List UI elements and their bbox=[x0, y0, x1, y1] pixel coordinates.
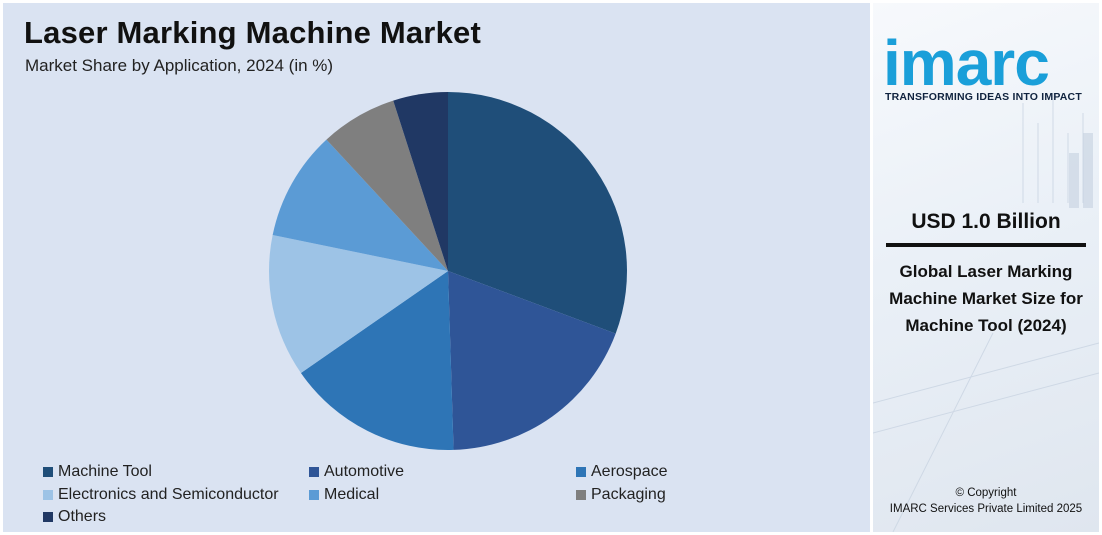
pie-slice-others bbox=[393, 92, 448, 271]
chart-panel: Laser Marking Machine Market Market Shar… bbox=[3, 3, 870, 532]
imarc-logo: imarc bbox=[883, 29, 1050, 93]
legend-item-machine-tool: Machine Tool bbox=[43, 462, 152, 482]
pie-slice-automotive bbox=[448, 271, 616, 450]
legend-label: Others bbox=[58, 508, 107, 525]
pie-slice-aerospace bbox=[300, 271, 454, 451]
logo-tagline: TRANSFORMING IDEAS INTO IMPACT bbox=[885, 91, 1082, 103]
market-value: USD 1.0 Billion bbox=[911, 210, 1061, 233]
chart-title: Laser Marking Machine Market bbox=[24, 15, 481, 50]
copyright-company: IMARC Services Private Limited 2025 bbox=[889, 503, 1083, 515]
summary-panel: imarc TRANSFORMING IDEAS INTO IMPACT USD… bbox=[873, 3, 1099, 532]
legend-item-packaging: Packaging bbox=[576, 485, 666, 505]
legend-item-automotive: Automotive bbox=[309, 462, 404, 482]
legend-label: Aerospace bbox=[591, 463, 668, 480]
pie-slice-medical bbox=[272, 139, 448, 271]
market-value-description: Global Laser Marking Machine Market Size… bbox=[889, 262, 1083, 335]
svg-text:imarc: imarc bbox=[883, 29, 1049, 93]
legend-item-others: Others bbox=[43, 507, 106, 527]
legend-label: Automotive bbox=[324, 463, 405, 480]
copyright-notice: © Copyright IMARC Services Private Limit… bbox=[886, 485, 1086, 517]
copyright-line: © Copyright bbox=[955, 487, 1017, 499]
legend-swatch bbox=[576, 467, 586, 477]
legend-label: Electronics and Semiconductor bbox=[58, 486, 279, 503]
pie-chart bbox=[269, 92, 627, 451]
legend-swatch bbox=[43, 512, 53, 522]
legend-swatch bbox=[309, 490, 319, 500]
legend-swatch bbox=[576, 490, 586, 500]
legend-swatch bbox=[43, 467, 53, 477]
chart-subtitle: Market Share by Application, 2024 (in %) bbox=[25, 56, 334, 75]
legend-item-medical: Medical bbox=[309, 485, 379, 505]
legend-item-electronics-and-semiconductor: Electronics and Semiconductor bbox=[43, 485, 279, 505]
legend-label: Packaging bbox=[591, 486, 666, 503]
divider bbox=[886, 243, 1086, 247]
legend-swatch bbox=[43, 490, 53, 500]
legend-label: Medical bbox=[324, 486, 380, 503]
chart-legend: Machine Tool Automotive Aerospace Electr… bbox=[43, 462, 763, 532]
pie-slice-electronics-and-semiconductor bbox=[269, 235, 448, 374]
pie-slice-packaging bbox=[326, 100, 448, 271]
background-decoration bbox=[873, 93, 1099, 532]
legend-item-aerospace: Aerospace bbox=[576, 462, 668, 482]
legend-swatch bbox=[309, 467, 319, 477]
pie-slice-machine-tool bbox=[448, 92, 627, 334]
legend-label: Machine Tool bbox=[58, 463, 152, 480]
